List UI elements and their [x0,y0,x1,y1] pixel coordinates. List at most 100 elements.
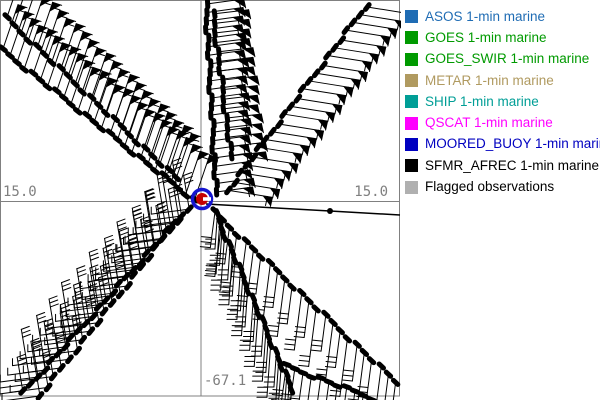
station-dot [262,323,270,334]
station-dot [297,369,309,377]
station-dot [321,309,331,319]
station-dot [366,356,377,366]
wind-barb-feather [101,70,112,75]
station-dot [287,384,296,396]
wind-barb-staff [99,265,107,301]
wind-barb-staff [143,223,151,259]
wind-barb-staff [353,390,356,400]
wind-barb-feather [145,228,155,233]
station-dot [304,296,314,306]
wind-barb-pennant [93,47,106,58]
station-dot [63,71,73,81]
station-dot [211,17,218,29]
wind-barb-feather [294,326,306,329]
wind-barb-feather [44,322,54,327]
station-dot [249,152,259,163]
wind-barb-feather [98,278,108,283]
station-dot [268,126,277,137]
wind-barb-staff [77,66,94,112]
station-dot [115,289,125,300]
wind-barb-staff [156,204,164,239]
station-dot [287,282,297,292]
station-dot [264,331,273,342]
wind-barb-feather [204,270,216,273]
wind-barb-feather [71,313,81,318]
station-dot [228,140,235,152]
wind-barb-feather [118,227,128,232]
wind-barb-staff [207,0,240,5]
wind-barb-staff [262,262,272,321]
wind-barb-pennant [176,130,188,141]
wind-barb-staff [308,308,317,367]
station-dot [96,124,107,134]
wind-barb-staff [84,297,92,332]
wind-barb-feather [299,354,311,357]
station-dot [224,185,233,196]
wind-barb-feather [89,39,100,44]
wind-barb-pennant [122,88,135,99]
wind-barb-feather [183,171,193,176]
station-dot [228,247,237,258]
station-dot [212,37,218,49]
wind-barb-feather [49,303,59,308]
wind-barb-feather [298,359,310,362]
wind-barb-feather [104,234,114,239]
wind-barb-staff [276,278,286,337]
station-dot [150,166,160,176]
station-dot [337,35,347,46]
wind-barb-feather [155,112,166,117]
wind-barb-feather [146,108,157,113]
wind-barb-feather [116,218,126,223]
wind-barb-feather [172,161,182,166]
wind-barb-staff [163,130,180,176]
wind-barb-staff [22,367,62,374]
station-dot [315,374,327,382]
plot-area[interactable]: 15.0 15.0 -67.1 [0,0,401,400]
wind-barb-feather [277,312,289,315]
wind-barb-staff [226,113,262,119]
wind-barb-pennant [136,102,149,112]
station-dot [260,315,268,326]
wind-barb-staff [167,188,175,224]
wind-barb-feather [55,330,65,335]
wind-barb-pennant [238,92,251,102]
wind-barb-pennant [394,20,401,29]
wind-barb-staff [147,119,164,165]
wind-barb-pennant [190,144,202,154]
wind-barb-staff [73,284,84,341]
wind-barb-feather [31,345,41,350]
wind-barb-staff [184,150,201,196]
wind-barb-feather [36,315,46,320]
station-dot [297,287,307,298]
wind-barb-pennant [269,188,280,199]
wind-barb-feather [128,245,138,250]
wind-barb-feather [31,339,41,344]
wind-barb-pennant [280,170,291,181]
wind-barb-pennant [141,90,153,101]
station-dot [145,252,155,263]
wind-barb-staff [334,47,380,56]
station-dot [19,64,29,74]
wind-barb-feather [271,394,283,397]
station-dot [228,150,235,162]
wind-barb-staff [249,297,254,351]
wind-barb-feather [16,353,26,358]
wind-barb-staff [222,104,258,110]
wind-barb-pennant [288,162,298,173]
wind-barb-feather [218,291,230,294]
wind-barb-pennant [292,152,303,163]
wind-barb-feather [310,349,322,352]
station-dot [260,134,270,145]
wind-barb-pennant [164,112,177,122]
wind-barb-pennant [171,120,184,130]
wind-barb-pennant [39,0,52,7]
wind-barb-staff [52,330,92,337]
station-dot [283,368,291,380]
wind-barb-staff [344,386,348,400]
wind-barb-feather [127,237,137,242]
station-dot [89,311,99,322]
wind-barb-pennant [251,113,264,123]
legend: ASOS 1-min marine GOES 1-min marine GOES_S… [405,6,600,198]
station-dot [137,261,147,272]
wind-barb-pennant [350,78,361,90]
